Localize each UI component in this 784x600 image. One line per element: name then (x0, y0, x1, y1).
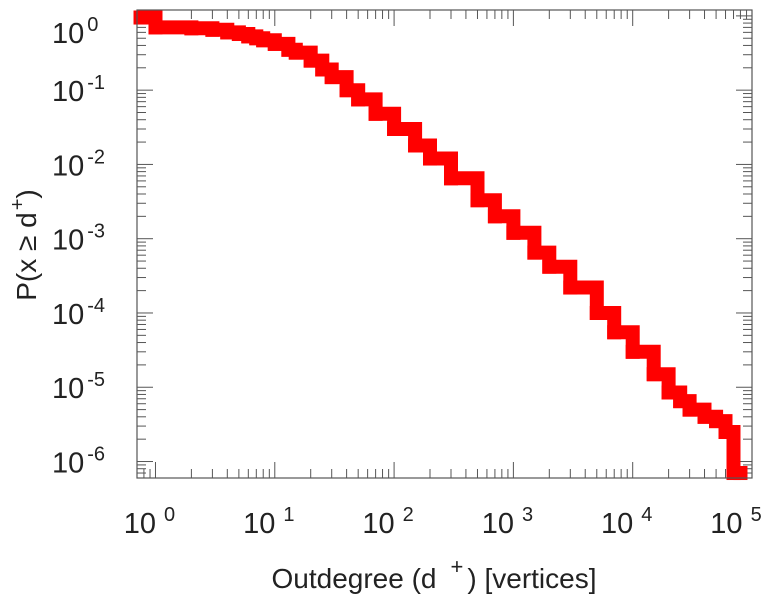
y-tick-label-exponent: 0 (87, 14, 98, 36)
x-tick-label-base: 10 (124, 508, 156, 540)
x-tick-label: 10 3 (482, 504, 533, 540)
x-tick-label: 10 0 (124, 504, 175, 540)
x-tick-label: 10 1 (243, 504, 294, 540)
x-tick-labels: 10 0 10 1 10 2 10 3 10 4 10 5 (124, 504, 762, 540)
x-tick-label-exponent: 4 (641, 504, 652, 526)
x-axis-label-superscript: + (451, 554, 464, 579)
y-tick-label-base: 10 (52, 18, 84, 50)
data-point (527, 245, 542, 260)
data-point (368, 106, 383, 121)
y-axis-label-main: P(x ≥ d (11, 212, 42, 301)
data-point (303, 53, 318, 68)
data-point (148, 20, 163, 35)
y-tick-label-exponent: -6 (87, 444, 105, 466)
y-tick-label: 10 -1 (52, 72, 105, 108)
series-line (133, 10, 748, 480)
y-tick-label-base: 10 (52, 448, 84, 480)
data-point (184, 21, 199, 36)
data-point (733, 466, 748, 481)
x-tick-label-base: 10 (482, 508, 514, 540)
data-point (661, 385, 676, 400)
data-point (697, 409, 712, 424)
data-point (324, 70, 339, 85)
data-point (589, 305, 604, 320)
plot-frame (136, 9, 753, 479)
y-tick-label-base: 10 (52, 299, 84, 331)
y-tick-label: 10 -5 (52, 369, 105, 405)
data-point (646, 367, 661, 382)
x-tick-label-base: 10 (243, 508, 275, 540)
axis-ticks (136, 10, 753, 479)
data-point (423, 151, 438, 166)
y-tick-label-base: 10 (52, 373, 84, 405)
data-point (267, 36, 282, 51)
data-point (133, 10, 148, 25)
y-tick-label-exponent: -4 (87, 295, 105, 317)
x-tick-label-exponent: 0 (164, 504, 175, 526)
x-tick-label-base: 10 (362, 508, 394, 540)
data-point (487, 209, 502, 224)
y-axis-label-end: ) (11, 189, 42, 198)
x-tick-label: 10 2 (362, 504, 413, 540)
data-series (133, 10, 748, 481)
data-point (256, 33, 271, 48)
y-tick-label-exponent: -5 (87, 369, 105, 391)
y-tick-label: 10 -4 (52, 295, 105, 331)
x-tick-label-base: 10 (710, 508, 742, 540)
y-tick-label-exponent: -3 (87, 221, 105, 243)
y-tick-label-exponent: -1 (87, 72, 105, 94)
data-point (709, 414, 724, 429)
data-point (506, 225, 521, 240)
y-tick-label-exponent: -2 (87, 146, 105, 168)
data-point (351, 92, 366, 107)
data-point (408, 138, 423, 153)
data-point (339, 83, 354, 98)
data-point (444, 171, 459, 186)
y-tick-label: 10 -3 (52, 221, 105, 257)
data-point (563, 280, 578, 295)
y-tick-label-base: 10 (52, 225, 84, 257)
x-axis-label-unit: ) [vertices] (467, 563, 596, 594)
x-axis-label: Outdegree (d +) [vertices] (272, 554, 597, 594)
y-tick-label: 10 -2 (52, 146, 105, 182)
y-tick-label-base: 10 (52, 150, 84, 182)
data-point (682, 402, 697, 417)
y-tick-label: 10 -6 (52, 444, 105, 480)
data-point (470, 193, 485, 208)
data-point (205, 22, 220, 37)
x-tick-label: 10 5 (710, 504, 761, 540)
data-point (607, 325, 622, 340)
y-axis-label: P(x ≥ d+) (7, 189, 42, 301)
x-tick-label-base: 10 (601, 508, 633, 540)
y-tick-label: 10 0 (52, 14, 98, 50)
y-tick-label-base: 10 (52, 76, 84, 108)
x-tick-label-exponent: 1 (283, 504, 294, 526)
data-point (220, 25, 235, 40)
data-point (542, 259, 557, 274)
data-point (718, 424, 733, 439)
data-point (288, 45, 303, 60)
x-tick-label-exponent: 2 (403, 504, 414, 526)
data-point (625, 344, 640, 359)
data-point (387, 121, 402, 136)
y-axis-label-superscript: + (7, 199, 29, 211)
x-tick-label-exponent: 3 (522, 504, 533, 526)
x-tick-label: 10 4 (601, 504, 652, 540)
x-axis-label-main: Outdegree (d (272, 563, 437, 594)
x-tick-label-exponent: 5 (751, 504, 762, 526)
